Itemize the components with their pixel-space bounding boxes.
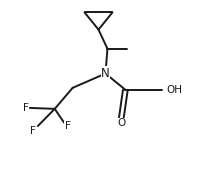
Text: F: F bbox=[65, 121, 71, 131]
Text: F: F bbox=[30, 126, 36, 136]
Text: F: F bbox=[23, 103, 29, 113]
Text: OH: OH bbox=[166, 85, 182, 95]
Text: O: O bbox=[117, 118, 126, 128]
Text: N: N bbox=[101, 67, 110, 80]
